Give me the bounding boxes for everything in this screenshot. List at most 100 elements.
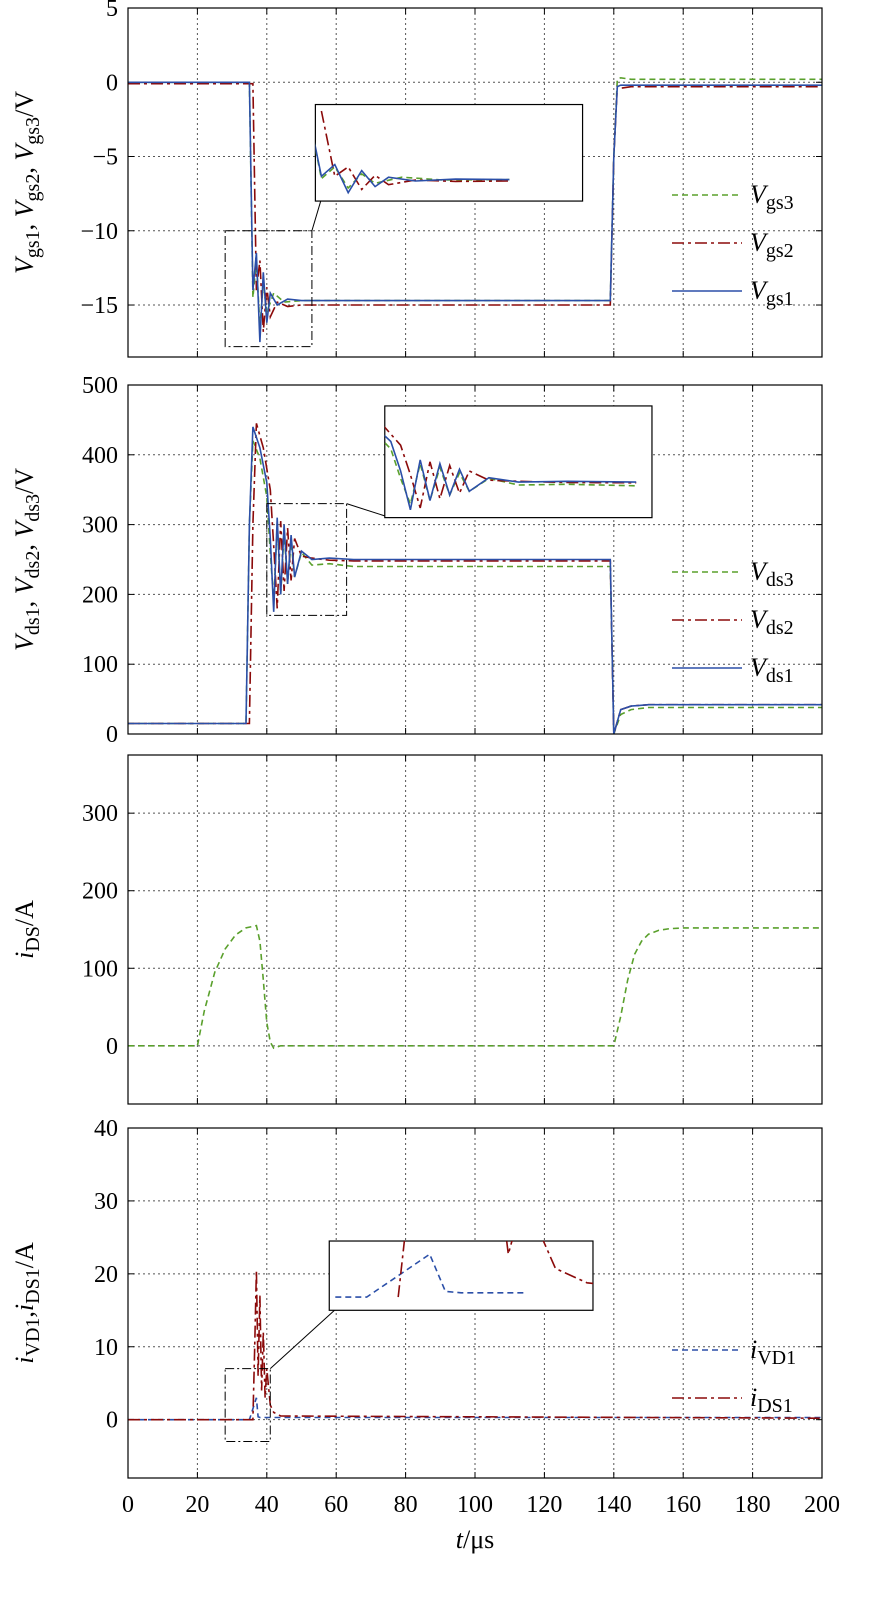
plot-frame bbox=[127, 7, 823, 358]
y-axis-label: Vds1, Vds2, Vds3/V bbox=[10, 468, 44, 651]
ylabel-subscript: gs3 bbox=[22, 117, 44, 145]
inset-series-ids1 bbox=[397, 1241, 593, 1298]
legend-label-ids1: iDS1 bbox=[750, 1383, 793, 1417]
ylabel-symbol: V bbox=[10, 519, 39, 538]
x-axis-label: t/μs bbox=[456, 1525, 495, 1554]
x-tick-label: 140 bbox=[596, 1492, 632, 1518]
ylabel-symbol: V bbox=[10, 142, 39, 161]
plot-frame bbox=[127, 1127, 823, 1479]
y-tick-label: −10 bbox=[80, 219, 118, 245]
legend-subscript: DS1 bbox=[757, 1395, 793, 1417]
x-tick-label: 180 bbox=[735, 1492, 771, 1518]
series-line-vds1 bbox=[128, 426, 822, 734]
panel-3: 300 200 100 0 iDS/A bbox=[10, 754, 823, 1105]
x-axis-unit: /μs bbox=[463, 1525, 494, 1554]
legend-symbol: V bbox=[750, 653, 769, 682]
y-tick-label: 300 bbox=[82, 801, 118, 827]
series-line-ivd1 bbox=[128, 1397, 822, 1421]
x-tick-label: 0 bbox=[122, 1492, 134, 1518]
legend-label-vds2: Vds2 bbox=[750, 605, 794, 639]
legend-symbol: V bbox=[750, 557, 769, 586]
legend-symbol: V bbox=[750, 605, 769, 634]
ylabel-separator: , bbox=[10, 538, 39, 551]
y-tick-label: 5 bbox=[106, 0, 118, 22]
y-tick-label: 20 bbox=[94, 1262, 118, 1288]
ylabel-symbol: V bbox=[10, 632, 39, 651]
legend-symbol: V bbox=[750, 228, 769, 257]
y-tick-label: 200 bbox=[82, 582, 118, 608]
legend-subscript: gs1 bbox=[766, 288, 794, 310]
legend-symbol: i bbox=[750, 1335, 757, 1364]
legend-subscript: gs3 bbox=[766, 192, 794, 214]
y-tick-label: 100 bbox=[82, 956, 118, 982]
ylabel-separator: , bbox=[10, 161, 39, 174]
ylabel-separator: /V bbox=[10, 91, 39, 117]
ylabel-subscript: ds2 bbox=[22, 551, 44, 579]
inset-series-vgs1 bbox=[315, 142, 510, 195]
y-tick-label: 30 bbox=[94, 1189, 118, 1215]
zoom-connector bbox=[269, 1309, 335, 1369]
ylabel-subscript: gs1 bbox=[22, 230, 44, 258]
ylabel-separator: /V bbox=[10, 468, 39, 494]
x-tick-label: 200 bbox=[804, 1492, 840, 1518]
series-line-ids1 bbox=[128, 1270, 822, 1421]
ylabel-separator: /A bbox=[10, 900, 39, 926]
y-tick-label: 0 bbox=[106, 722, 118, 748]
legend-symbol: V bbox=[750, 180, 769, 209]
legend-label-vgs2: Vgs2 bbox=[750, 228, 794, 262]
inset-frame bbox=[384, 405, 653, 519]
zoom-connector bbox=[346, 503, 391, 519]
legend-subscript: ds2 bbox=[766, 617, 794, 639]
y-tick-label: 400 bbox=[82, 443, 118, 469]
x-tick-label: 60 bbox=[324, 1492, 348, 1518]
ylabel-subscript: VD1 bbox=[22, 1318, 44, 1357]
series-line-ids bbox=[128, 924, 822, 1050]
ylabel-subscript: DS1 bbox=[22, 1268, 44, 1304]
legend-label-ivd1: iVD1 bbox=[750, 1335, 796, 1369]
ylabel-subscript: ds1 bbox=[22, 607, 44, 635]
inset-series-vds3 bbox=[384, 441, 637, 507]
ylabel-subscript: gs2 bbox=[22, 174, 44, 202]
ylabel-symbol: V bbox=[10, 575, 39, 594]
y-tick-label: 40 bbox=[94, 1116, 118, 1142]
y-tick-label: 500 bbox=[82, 373, 118, 399]
x-tick-label: 160 bbox=[665, 1492, 701, 1518]
ylabel-symbol: i bbox=[10, 1356, 39, 1363]
legend-label-vds1: Vds1 bbox=[750, 653, 794, 687]
zoom-connector bbox=[311, 200, 322, 231]
y-axis-label: iVD1,iDS1/A bbox=[10, 1242, 44, 1364]
ylabel-symbol: i bbox=[10, 952, 39, 959]
ylabel-symbol: V bbox=[10, 255, 39, 274]
y-tick-label: 200 bbox=[82, 879, 118, 905]
x-tick-label: 100 bbox=[457, 1492, 493, 1518]
x-tick-label: 120 bbox=[526, 1492, 562, 1518]
series-line-vgs2 bbox=[128, 82, 822, 332]
legend-symbol: i bbox=[750, 1383, 757, 1412]
inset-frame bbox=[328, 1240, 594, 1311]
ylabel-subscript: DS bbox=[22, 926, 44, 952]
ylabel-separator: , bbox=[10, 217, 39, 230]
zoom-region-box bbox=[266, 503, 348, 616]
legend-subscript: ds3 bbox=[766, 569, 794, 591]
inset-series-vds2 bbox=[384, 426, 637, 509]
y-axis-label: iDS/A bbox=[10, 900, 44, 959]
x-tick-label: 20 bbox=[185, 1492, 209, 1518]
legend-label-vgs1: Vgs1 bbox=[750, 276, 794, 310]
y-tick-label: 0 bbox=[106, 1408, 118, 1434]
y-tick-label: 0 bbox=[106, 1034, 118, 1060]
legend-subscript: VD1 bbox=[757, 1347, 796, 1369]
y-tick-label: 0 bbox=[106, 70, 118, 96]
ylabel-separator: , bbox=[10, 594, 39, 607]
series-line-vgs1 bbox=[128, 81, 822, 343]
y-tick-label: −15 bbox=[80, 293, 118, 319]
inset-series-vgs3 bbox=[315, 144, 510, 190]
inset-frame bbox=[314, 103, 584, 202]
zoom-region-box bbox=[224, 1368, 271, 1443]
legend-subscript: gs2 bbox=[766, 240, 794, 262]
inset-series-ivd1 bbox=[335, 1252, 524, 1298]
y-axis-label: Vgs1, Vgs2, Vgs3/V bbox=[10, 91, 44, 274]
ylabel-symbol: i bbox=[10, 1304, 39, 1311]
